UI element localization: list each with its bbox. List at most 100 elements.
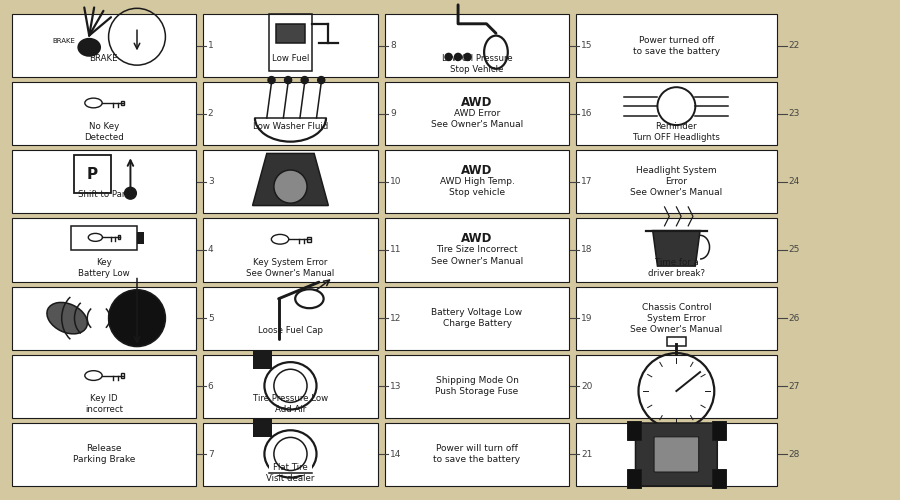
Bar: [385, 286, 569, 350]
Text: Battery Low: Battery Low: [78, 269, 130, 278]
Bar: [12, 354, 196, 418]
Text: 2: 2: [208, 109, 213, 118]
Text: See Owner's Manual: See Owner's Manual: [431, 256, 523, 266]
Text: No Key: No Key: [89, 122, 119, 131]
Bar: [667, 336, 686, 346]
Text: Release: Release: [86, 444, 122, 454]
Text: Power will turn off: Power will turn off: [436, 444, 518, 454]
Bar: [712, 422, 726, 440]
Circle shape: [454, 54, 462, 60]
Text: Charge Battery: Charge Battery: [443, 319, 511, 328]
Bar: [118, 236, 121, 240]
Bar: [385, 14, 569, 77]
Bar: [276, 24, 305, 42]
Text: P: P: [87, 167, 98, 182]
Text: 16: 16: [580, 109, 592, 118]
Bar: [137, 232, 144, 244]
Bar: [253, 350, 272, 369]
Bar: [121, 100, 124, 105]
Text: See Owner's Manual: See Owner's Manual: [630, 324, 723, 334]
Text: 6: 6: [208, 382, 213, 391]
Text: Shipping Mode On: Shipping Mode On: [436, 376, 518, 386]
Bar: [12, 423, 196, 486]
Ellipse shape: [47, 302, 87, 334]
Bar: [626, 468, 641, 487]
Text: Shift to Park: Shift to Park: [77, 190, 130, 199]
Bar: [202, 423, 378, 486]
Text: 17: 17: [580, 178, 592, 186]
Bar: [269, 14, 311, 71]
Text: See Owner's Manual: See Owner's Manual: [431, 120, 523, 129]
Text: Key System Error: Key System Error: [253, 258, 328, 267]
Text: 11: 11: [390, 246, 401, 254]
Text: AWD High Temp.: AWD High Temp.: [439, 178, 515, 186]
Bar: [576, 218, 777, 282]
Bar: [121, 373, 124, 378]
Circle shape: [318, 76, 325, 84]
Bar: [576, 354, 777, 418]
Text: 18: 18: [580, 246, 592, 254]
Text: 12: 12: [390, 314, 401, 322]
Bar: [385, 354, 569, 418]
Polygon shape: [253, 154, 328, 206]
Bar: [385, 218, 569, 282]
Circle shape: [109, 290, 166, 346]
Polygon shape: [652, 230, 700, 266]
Bar: [12, 150, 196, 214]
Bar: [202, 14, 378, 77]
Text: Push Storage Fuse: Push Storage Fuse: [436, 388, 518, 396]
Text: Add Air: Add Air: [274, 406, 306, 414]
Text: Key ID: Key ID: [90, 394, 118, 404]
Text: AWD: AWD: [462, 164, 492, 177]
Text: Battery Voltage Low: Battery Voltage Low: [431, 308, 523, 317]
Ellipse shape: [77, 38, 101, 57]
Text: 19: 19: [580, 314, 592, 322]
Bar: [576, 286, 777, 350]
Text: 23: 23: [788, 109, 800, 118]
Bar: [202, 150, 378, 214]
Bar: [12, 82, 196, 146]
Text: Parking Brake: Parking Brake: [73, 456, 135, 464]
Bar: [576, 423, 777, 486]
Text: 21: 21: [580, 450, 592, 459]
Bar: [385, 150, 569, 214]
Text: Tire Pressure Low: Tire Pressure Low: [253, 394, 328, 404]
Text: Stop vehicle: Stop vehicle: [449, 188, 505, 198]
Text: Chassis Control: Chassis Control: [642, 302, 711, 312]
Circle shape: [268, 76, 275, 84]
Text: 25: 25: [788, 246, 800, 254]
Text: Error: Error: [665, 178, 688, 186]
Bar: [385, 82, 569, 146]
Bar: [253, 418, 272, 438]
Bar: [626, 422, 641, 440]
Circle shape: [445, 54, 452, 60]
Text: 13: 13: [390, 382, 401, 391]
Circle shape: [124, 188, 137, 199]
Text: Flat Tire: Flat Tire: [273, 462, 308, 471]
Bar: [202, 286, 378, 350]
Text: Turn OFF Headlights: Turn OFF Headlights: [633, 133, 720, 142]
Text: 8: 8: [390, 41, 396, 50]
Bar: [202, 82, 378, 146]
Bar: [576, 82, 777, 146]
Text: AWD Error: AWD Error: [454, 109, 500, 118]
Bar: [12, 14, 196, 77]
Text: System Error: System Error: [647, 314, 706, 322]
Text: BRAKE: BRAKE: [90, 54, 118, 62]
Bar: [12, 218, 196, 282]
Text: 4: 4: [208, 246, 213, 254]
Text: to save the battery: to save the battery: [434, 456, 520, 464]
Bar: [385, 423, 569, 486]
Bar: [307, 237, 310, 242]
Bar: [74, 156, 112, 193]
Circle shape: [284, 76, 292, 84]
Text: 24: 24: [788, 178, 800, 186]
Text: incorrect: incorrect: [85, 406, 123, 414]
Text: Low Washer Fluid: Low Washer Fluid: [253, 122, 328, 131]
Circle shape: [464, 54, 471, 60]
Text: 9: 9: [390, 109, 396, 118]
Text: driver break?: driver break?: [648, 269, 705, 278]
Bar: [12, 286, 196, 350]
Text: 1: 1: [208, 41, 213, 50]
Text: Reminder: Reminder: [655, 122, 698, 131]
